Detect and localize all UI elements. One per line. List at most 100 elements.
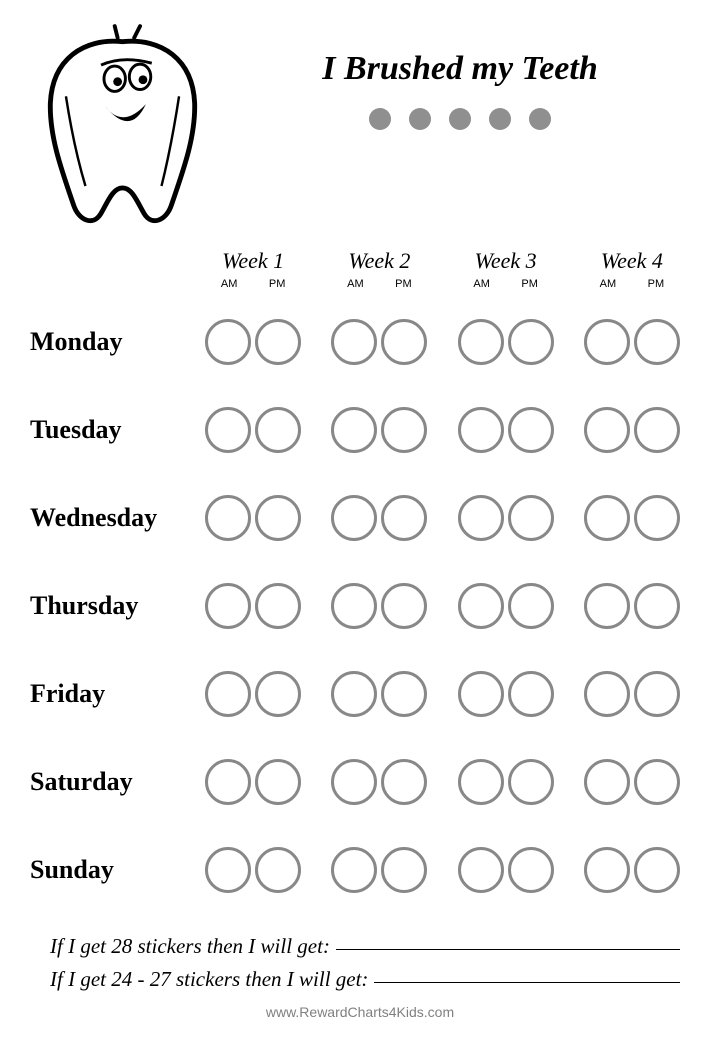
sticker-slot-pair	[569, 319, 695, 365]
week-header: Week 1	[190, 248, 316, 274]
ampm-pair: AM PM	[190, 278, 316, 290]
sticker-slot[interactable]	[634, 583, 680, 629]
sticker-slot[interactable]	[634, 495, 680, 541]
sticker-slot[interactable]	[255, 407, 301, 453]
sticker-slot[interactable]	[381, 847, 427, 893]
sticker-slot[interactable]	[205, 671, 251, 717]
day-label: Friday	[25, 679, 190, 709]
ampm-pair: AMPM	[569, 278, 695, 290]
reward-blank-line[interactable]	[374, 982, 680, 983]
sticker-slot[interactable]	[508, 671, 554, 717]
day-row: Thursday	[25, 562, 695, 650]
sticker-slot[interactable]	[205, 583, 251, 629]
day-label: Tuesday	[25, 415, 190, 445]
sticker-slot[interactable]	[255, 583, 301, 629]
sticker-slot[interactable]	[458, 495, 504, 541]
sticker-slot[interactable]	[331, 407, 377, 453]
sticker-slot[interactable]	[458, 407, 504, 453]
sticker-slot[interactable]	[508, 319, 554, 365]
sticker-slot[interactable]	[584, 319, 630, 365]
sticker-slot[interactable]	[634, 319, 680, 365]
sticker-slot-pair	[316, 671, 442, 717]
sticker-slot-pair	[443, 495, 569, 541]
sticker-slot-pair	[190, 495, 316, 541]
sticker-slot[interactable]	[634, 407, 680, 453]
decorative-dot	[369, 108, 391, 130]
sticker-slot[interactable]	[634, 759, 680, 805]
day-label: Wednesday	[25, 503, 190, 533]
sticker-slot[interactable]	[205, 319, 251, 365]
sticker-slot-pair	[569, 759, 695, 805]
sticker-slot[interactable]	[508, 407, 554, 453]
reward-blank-line[interactable]	[336, 949, 680, 950]
sticker-slot[interactable]	[205, 495, 251, 541]
sticker-slot[interactable]	[634, 671, 680, 717]
day-label: Saturday	[25, 767, 190, 797]
time-slot-label: AM	[219, 278, 239, 290]
sticker-slot[interactable]	[508, 847, 554, 893]
sticker-slot[interactable]	[508, 759, 554, 805]
sticker-slot[interactable]	[205, 407, 251, 453]
sticker-slot-pair	[569, 583, 695, 629]
sticker-slot-pair	[569, 407, 695, 453]
sticker-slot[interactable]	[381, 759, 427, 805]
tooth-icon	[25, 20, 225, 240]
sticker-slot[interactable]	[584, 495, 630, 541]
day-row: Sunday	[25, 826, 695, 914]
decorative-dot	[529, 108, 551, 130]
sticker-slot[interactable]	[381, 671, 427, 717]
sticker-slot[interactable]	[205, 759, 251, 805]
sticker-slot-pair	[316, 319, 442, 365]
day-row: Friday	[25, 650, 695, 738]
sticker-slot[interactable]	[331, 495, 377, 541]
sticker-slot[interactable]	[458, 583, 504, 629]
sticker-slot-pair	[443, 671, 569, 717]
sticker-slot[interactable]	[255, 847, 301, 893]
sticker-slot[interactable]	[381, 319, 427, 365]
sticker-slot[interactable]	[331, 319, 377, 365]
sticker-slot[interactable]	[508, 495, 554, 541]
sticker-slot[interactable]	[255, 671, 301, 717]
sticker-slot-pair	[316, 759, 442, 805]
page-title: I Brushed my Teeth	[225, 50, 695, 88]
sticker-slot[interactable]	[381, 407, 427, 453]
sticker-slot[interactable]	[205, 847, 251, 893]
sticker-slot-pair	[569, 847, 695, 893]
sticker-slot[interactable]	[331, 671, 377, 717]
sticker-slot-pair	[190, 759, 316, 805]
reward-text: If I get 24 - 27 stickers then I will ge…	[50, 967, 368, 992]
decorative-dot	[409, 108, 431, 130]
week-header: Week 4	[569, 248, 695, 274]
sticker-slot[interactable]	[584, 407, 630, 453]
ampm-header-row: AMPMAMPMAMPMAMPM	[25, 278, 695, 290]
sticker-slot[interactable]	[255, 319, 301, 365]
sticker-slot[interactable]	[634, 847, 680, 893]
sticker-slot-pair	[443, 759, 569, 805]
sticker-slot[interactable]	[255, 759, 301, 805]
sticker-slot[interactable]	[584, 847, 630, 893]
sticker-slot[interactable]	[331, 759, 377, 805]
sticker-slot-pair	[443, 319, 569, 365]
sticker-slot[interactable]	[584, 671, 630, 717]
sticker-slot[interactable]	[381, 583, 427, 629]
day-row: Saturday	[25, 738, 695, 826]
week-header: Week 2	[316, 248, 442, 274]
sticker-slot[interactable]	[584, 759, 630, 805]
sticker-slot[interactable]	[331, 583, 377, 629]
ampm-pair: AMPM	[316, 278, 442, 290]
sticker-slot[interactable]	[458, 671, 504, 717]
sticker-slot[interactable]	[381, 495, 427, 541]
sticker-slot[interactable]	[458, 759, 504, 805]
title-area: I Brushed my Teeth	[225, 20, 695, 152]
sticker-slot[interactable]	[458, 847, 504, 893]
time-slot-label: PM	[267, 278, 287, 290]
sticker-slot[interactable]	[584, 583, 630, 629]
day-row: Tuesday	[25, 386, 695, 474]
sticker-slot[interactable]	[255, 495, 301, 541]
sticker-slot-pair	[190, 671, 316, 717]
sticker-slot[interactable]	[458, 319, 504, 365]
sticker-slot[interactable]	[508, 583, 554, 629]
reward-line: If I get 24 - 27 stickers then I will ge…	[50, 967, 695, 992]
sticker-slot[interactable]	[331, 847, 377, 893]
time-slot-label: PM	[393, 278, 413, 290]
